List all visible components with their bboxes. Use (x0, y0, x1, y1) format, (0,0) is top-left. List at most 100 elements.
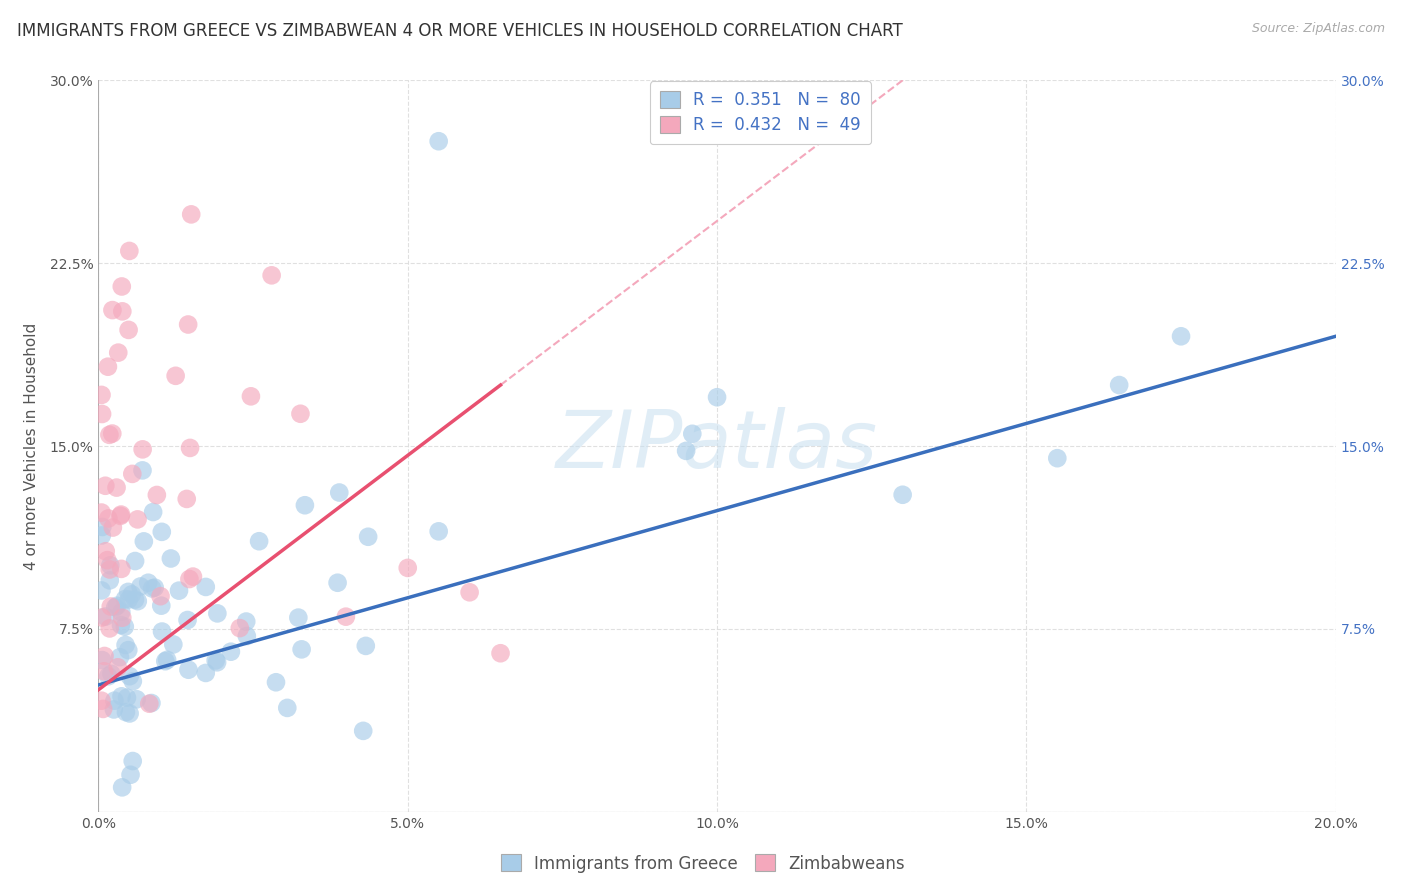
Point (290, 407, 312, 421)
Point (891, 488, 914, 502)
Point (181, 569, 204, 583)
Point (357, 530, 380, 544)
Point (352, 723, 374, 738)
Point (354, 639, 377, 653)
Point (97, 511, 120, 525)
Point (260, 268, 283, 283)
Point (111, 780, 134, 795)
Point (176, 491, 198, 506)
Point (180, 207, 202, 221)
Point (155, 654, 177, 668)
Point (98, 558, 121, 573)
Point (97, 669, 120, 683)
Point (489, 646, 512, 660)
Point (204, 653, 226, 667)
Point (121, 467, 143, 481)
Point (287, 610, 309, 624)
Point (103, 702, 125, 716)
Point (129, 579, 152, 593)
Point (1108, 378, 1130, 392)
Point (131, 442, 153, 457)
Point (427, 134, 450, 148)
Point (111, 611, 134, 625)
Point (427, 524, 450, 539)
Point (115, 705, 138, 719)
Point (150, 624, 173, 639)
Point (91, 407, 114, 421)
Point (136, 575, 159, 590)
Point (121, 754, 143, 768)
Point (110, 562, 132, 576)
Point (121, 587, 143, 601)
Point (131, 463, 153, 477)
Point (458, 585, 481, 599)
Point (91, 653, 114, 667)
Point (124, 554, 146, 568)
Point (90, 528, 112, 542)
Point (114, 620, 136, 634)
Y-axis label: 4 or more Vehicles in Household: 4 or more Vehicles in Household (24, 322, 38, 570)
Point (125, 692, 148, 706)
Point (111, 304, 134, 318)
Text: IMMIGRANTS FROM GREECE VS ZIMBABWEAN 4 OR MORE VEHICLES IN HOUSEHOLD CORRELATION: IMMIGRANTS FROM GREECE VS ZIMBABWEAN 4 O… (17, 22, 903, 40)
Point (105, 599, 128, 613)
Point (117, 585, 139, 599)
Point (326, 575, 349, 590)
Point (114, 638, 136, 652)
Point (138, 697, 160, 711)
Point (194, 665, 217, 680)
Point (111, 279, 134, 293)
Point (149, 589, 172, 603)
Point (104, 600, 127, 615)
Point (143, 581, 166, 595)
Point (127, 512, 149, 526)
Point (118, 244, 141, 258)
Point (146, 488, 169, 502)
Point (110, 690, 132, 704)
Point (675, 443, 697, 458)
Point (107, 660, 129, 674)
Point (396, 561, 419, 575)
Point (124, 592, 146, 607)
Point (100, 666, 122, 681)
Point (115, 690, 138, 705)
Point (177, 318, 200, 332)
Point (98, 427, 121, 442)
Point (160, 551, 183, 566)
Point (96, 553, 118, 567)
Point (294, 498, 316, 512)
Point (291, 642, 314, 657)
Point (150, 524, 173, 539)
Point (264, 675, 287, 690)
Point (165, 368, 187, 383)
Point (107, 345, 129, 359)
Point (121, 674, 143, 689)
Point (229, 621, 252, 635)
Point (100, 599, 122, 614)
Point (94, 479, 117, 493)
Point (117, 323, 139, 337)
Point (120, 768, 142, 782)
Point (110, 508, 132, 523)
Point (141, 582, 163, 596)
Point (328, 485, 350, 500)
Point (162, 637, 184, 651)
Point (91, 610, 114, 624)
Point (194, 580, 217, 594)
Point (91, 520, 114, 534)
Point (98, 562, 121, 576)
Point (141, 696, 163, 710)
Point (207, 607, 229, 621)
Legend: R =  0.351   N =  80, R =  0.432   N =  49: R = 0.351 N = 80, R = 0.432 N = 49 (650, 81, 870, 145)
Point (1046, 451, 1069, 466)
Point (142, 505, 165, 519)
Point (118, 669, 141, 683)
Point (98, 574, 121, 588)
Point (105, 481, 128, 495)
Point (167, 583, 190, 598)
Point (681, 426, 703, 441)
Point (176, 613, 198, 627)
Point (179, 572, 201, 586)
Point (101, 426, 124, 441)
Point (118, 592, 141, 607)
